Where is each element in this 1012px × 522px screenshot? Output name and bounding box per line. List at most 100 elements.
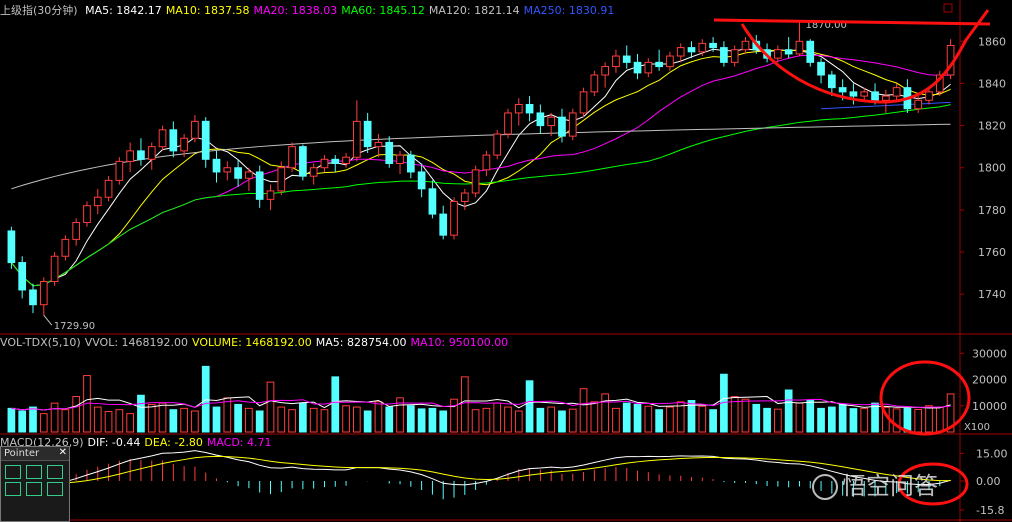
low-price-label: 1729.90	[54, 321, 95, 332]
vol-legend-item-1: VVOL: 1468192.00	[84, 336, 189, 349]
volume-bar	[568, 408, 577, 433]
vol-tick-label: 30000	[972, 347, 1007, 360]
ma120-line	[11, 123, 951, 190]
macd-circle	[897, 462, 969, 506]
volume-bar	[795, 402, 804, 433]
cup-arc	[740, 9, 990, 104]
save-icon[interactable]	[26, 465, 42, 479]
candle-body	[158, 129, 167, 148]
volume-bar	[763, 407, 771, 433]
volume-bar	[266, 381, 275, 433]
volume-bar	[828, 406, 836, 433]
candle-body	[536, 112, 545, 127]
candle-body	[223, 167, 232, 173]
vol-ma10-line	[11, 398, 951, 411]
volume-bar	[104, 411, 113, 433]
pointer-toolbox[interactable]: Pointer ✕	[0, 446, 70, 522]
macd-legend-item-2: DEA: -2.80	[144, 436, 203, 449]
copy-icon[interactable]	[26, 482, 42, 496]
candle-body	[363, 120, 372, 148]
price-tick-label: 1760	[978, 246, 1006, 259]
toolbox-title: Pointer ✕	[1, 447, 69, 461]
open-icon[interactable]	[5, 465, 21, 479]
volume-bar	[558, 410, 566, 433]
candle-body	[795, 40, 804, 55]
volume-bar	[309, 407, 318, 433]
price-tick-label: 1800	[978, 162, 1006, 175]
draw-icon[interactable]	[5, 482, 21, 496]
volume-bar	[201, 365, 210, 433]
volume-bar	[147, 403, 156, 433]
candle-body	[687, 47, 696, 53]
volume-bar	[83, 375, 91, 433]
window-restore-icon	[943, 3, 953, 13]
volume-bar	[590, 401, 599, 433]
candle-body	[838, 87, 847, 93]
candle-body	[482, 154, 491, 171]
text-icon[interactable]	[47, 465, 63, 479]
volume-bar	[698, 405, 707, 433]
volume-bar	[180, 407, 188, 433]
price-tick-label: 1820	[978, 120, 1006, 133]
volume-bar	[255, 410, 264, 433]
ma10-line	[11, 49, 951, 287]
candle-body	[892, 87, 901, 97]
candle-body	[406, 154, 415, 173]
volume-bar	[817, 407, 825, 433]
volume-bar	[460, 376, 469, 433]
candle-body	[622, 55, 631, 63]
candle-body	[72, 222, 81, 240]
ma-legend-item-4: MA120: 1821.14	[428, 4, 520, 17]
volume-bar	[126, 413, 134, 433]
candle-body	[255, 171, 264, 200]
volume-bar	[245, 407, 253, 433]
volume-ma-lines	[11, 396, 951, 411]
volume-bar	[439, 410, 448, 433]
volume-bar	[353, 406, 361, 433]
candle-body	[353, 120, 361, 158]
volume-bar	[471, 409, 480, 433]
close-icon[interactable]: ✕	[58, 447, 67, 458]
volume-bar	[169, 409, 178, 433]
volume-bar	[784, 389, 793, 433]
volume-bar	[18, 410, 27, 433]
candle-body	[266, 190, 275, 200]
select-icon[interactable]	[47, 482, 63, 496]
volume-bar	[428, 407, 437, 433]
toolbox-title-text: Pointer	[4, 448, 40, 459]
candle-body	[817, 61, 825, 76]
candle-body	[137, 150, 145, 160]
candle-body	[83, 205, 91, 224]
candle-body	[666, 55, 674, 68]
price-tick-label: 1840	[978, 77, 1006, 90]
ma-legend-item-3: MA60: 1845.12	[341, 4, 425, 17]
volume-bar	[601, 393, 609, 433]
candle-body	[568, 112, 577, 137]
candle-body	[558, 116, 566, 137]
volume-bar	[547, 406, 556, 433]
candle-body	[428, 188, 437, 215]
candle-body	[374, 141, 383, 148]
candle-body	[547, 116, 556, 127]
volume-bar	[579, 388, 588, 433]
candle-body	[471, 169, 480, 194]
candle-body	[115, 160, 124, 181]
ma-legend-item-5: MA250: 1830.91	[523, 4, 615, 17]
candle-body	[784, 49, 793, 55]
macd-indicator	[11, 450, 952, 500]
candle-body	[504, 112, 512, 135]
candle-body	[147, 146, 156, 160]
volume-bar	[7, 407, 16, 433]
volume-bar	[903, 407, 912, 433]
volume-bar	[342, 405, 350, 433]
candle-body	[93, 196, 102, 207]
volume-bar	[925, 405, 933, 433]
candle-body	[925, 91, 933, 101]
volume-bar	[935, 406, 944, 433]
candle-body	[849, 91, 858, 97]
watermark-text: 悟空问答	[842, 472, 938, 500]
candle-body	[245, 171, 253, 179]
candle-body	[860, 91, 869, 97]
volume-bar	[612, 407, 620, 433]
volume-bar	[676, 401, 685, 433]
